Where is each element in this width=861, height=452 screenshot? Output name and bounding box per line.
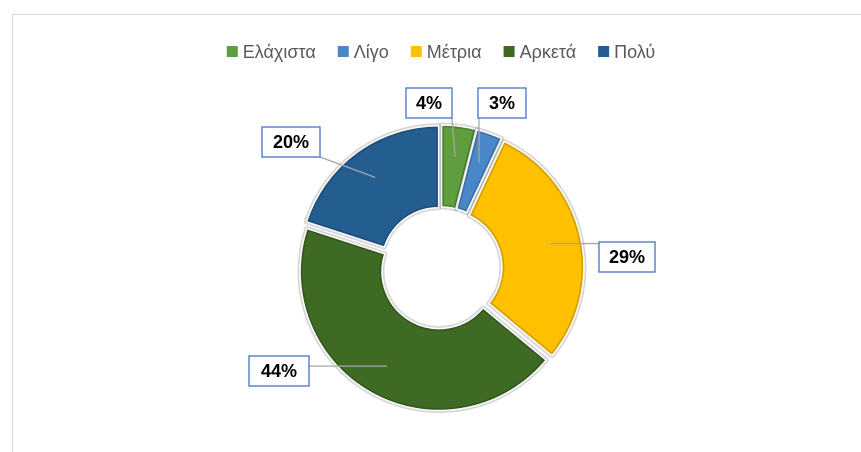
label-box — [477, 87, 527, 119]
label-box — [261, 126, 321, 158]
data-label: 29% — [609, 247, 645, 267]
legend-swatch — [337, 46, 349, 57]
legend: Ελάχιστα Λίγο Μέτρια Αρκετά Πολύ — [226, 42, 655, 62]
legend-swatch — [503, 46, 515, 57]
labels: 4% 3% 29% 44% 20% — [248, 87, 656, 387]
slice-gap — [455, 128, 503, 214]
legend-swatch — [226, 46, 238, 57]
legend-label: Πολύ — [614, 42, 655, 62]
data-label: 4% — [416, 93, 442, 113]
legend-label: Μέτρια — [427, 42, 482, 62]
data-label: 3% — [489, 93, 515, 113]
leader-line — [319, 156, 376, 178]
legend-swatch — [410, 46, 422, 57]
label-box — [248, 355, 310, 387]
leader-line — [451, 117, 456, 157]
label-box — [405, 87, 453, 119]
data-label: 20% — [273, 132, 309, 152]
slice-gap — [305, 125, 440, 249]
label-box — [598, 241, 656, 273]
legend-label: Ελάχιστα — [243, 42, 316, 62]
slice-gap — [468, 140, 585, 357]
legend-label: Λίγο — [354, 42, 389, 62]
data-label: 44% — [261, 361, 297, 381]
slice-gap — [299, 227, 548, 412]
legend-label: Αρκετά — [520, 42, 577, 62]
legend-swatch — [598, 46, 610, 57]
